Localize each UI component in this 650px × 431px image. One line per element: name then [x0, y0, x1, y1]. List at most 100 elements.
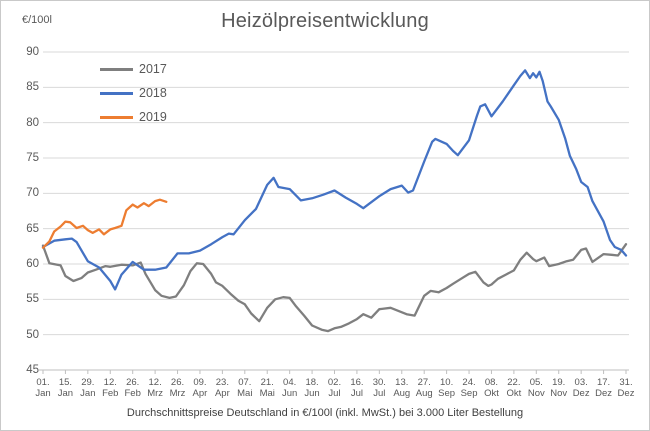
x-axis-label-26.Mrz: 26. Mrz [163, 377, 193, 399]
x-axis-label-03.Dez: 03. Dez [566, 377, 596, 399]
x-tick-day: 13. [395, 377, 409, 388]
x-tick-day: 12. [148, 377, 162, 388]
x-axis-label-30.Jul: 30. Jul [364, 377, 394, 399]
x-tick-day: 17. [596, 377, 611, 388]
y-axis-label-80: 80 [26, 116, 39, 129]
x-tick-month: Dez [617, 388, 635, 399]
y-axis-label-50: 50 [26, 328, 39, 341]
series-line-2019 [41, 198, 168, 249]
x-tick-month: Aug [393, 388, 411, 399]
x-tick-day: 29. [81, 377, 95, 388]
x-tick-day: 15. [58, 377, 73, 388]
x-tick-day: 31. [619, 377, 633, 388]
x-tick-month: Dez [595, 388, 613, 399]
y-axis-label-70: 70 [26, 187, 39, 200]
x-tick-day: 10. [440, 377, 454, 388]
x-axis-label-02.Jul: 02. Jul [320, 377, 350, 399]
x-axis-label-18.Jun: 18. Jun [297, 377, 327, 399]
legend-swatch-2018 [100, 91, 133, 95]
x-axis-label-23.Apr: 23. Apr [207, 377, 237, 399]
x-tick-month: Jun [304, 388, 320, 399]
chart-subtitle: Durchschnittspreise Deutschland in €/100… [126, 407, 524, 419]
y-axis-label-45: 45 [26, 364, 39, 376]
legend-swatch-2019 [100, 115, 133, 119]
x-tick-day: 01. [36, 377, 50, 388]
x-tick-month: Jul [350, 388, 363, 399]
x-axis-label-12.Feb: 12. Feb [95, 377, 125, 399]
x-axis-label-17.Dez: 17. Dez [589, 377, 619, 399]
x-axis-label-12.Mrz: 12. Mrz [140, 377, 170, 399]
legend-item-2018: 2018 [100, 86, 167, 100]
x-axis-label-04.Jun: 04. Jun [275, 377, 305, 399]
x-tick-month: Feb [102, 388, 119, 399]
y-axis-label-85: 85 [26, 81, 39, 94]
x-axis-label-10.Sep: 10. Sep [432, 377, 462, 399]
x-axis-label-19.Nov: 19. Nov [544, 377, 574, 399]
x-axis-label-05.Nov: 05. Nov [521, 377, 551, 399]
legend-item-2017: 2017 [100, 62, 167, 76]
x-tick-day: 02. [327, 377, 342, 388]
x-axis-label-21.Mai: 21. Mai [252, 377, 282, 399]
x-axis-label-31.Dez: 31. Dez [611, 377, 641, 399]
x-tick-month: Sep [438, 388, 456, 399]
series-line-2018 [41, 69, 628, 291]
x-tick-month: Jul [373, 388, 386, 399]
x-tick-month: Jul [328, 388, 341, 399]
x-axis-label-01.Jan: 01. Jan [28, 377, 58, 399]
series-line-2017 [41, 243, 628, 333]
x-tick-day: 19. [552, 377, 566, 388]
y-axis-label-60: 60 [26, 258, 39, 270]
x-tick-month: Nov [527, 388, 545, 399]
x-tick-day: 23. [215, 377, 229, 388]
x-tick-day: 08. [484, 377, 499, 388]
x-tick-day: 18. [305, 377, 319, 388]
x-tick-month: Apr [192, 388, 208, 399]
x-tick-month: Jan [35, 388, 51, 399]
x-tick-day: 03. [574, 377, 588, 388]
x-tick-month: Mai [237, 388, 253, 399]
x-tick-month: Jan [80, 388, 96, 399]
x-tick-day: 12. [103, 377, 117, 388]
x-tick-month: Sep [460, 388, 478, 399]
x-tick-day: 21. [260, 377, 274, 388]
x-tick-day: 24. [462, 377, 476, 388]
x-axis-label-08.Okt: 08. Okt [476, 377, 506, 399]
x-tick-day: 22. [507, 377, 521, 388]
legend: 2017 2018 2019 [100, 62, 167, 134]
x-axis-label-07.Mai: 07. Mai [230, 377, 260, 399]
x-tick-day: 09. [193, 377, 207, 388]
y-axis-unit-label: €/100l [22, 14, 52, 26]
legend-label-2017: 2017 [139, 62, 167, 76]
x-tick-month: Jan [57, 388, 74, 399]
legend-item-2019: 2019 [100, 110, 167, 124]
x-axis-label-15.Jan: 15. Jan [50, 377, 80, 399]
x-axis-label-29.Jan: 29. Jan [73, 377, 103, 399]
x-tick-month: Nov [550, 388, 568, 399]
x-tick-day: 07. [238, 377, 252, 388]
x-tick-day: 16. [350, 377, 364, 388]
x-tick-month: Dez [572, 388, 590, 399]
x-tick-month: Mrz [169, 388, 186, 399]
x-tick-day: 30. [372, 377, 386, 388]
x-tick-month: Jun [281, 388, 298, 399]
legend-label-2019: 2019 [139, 110, 167, 124]
x-tick-day: 26. [170, 377, 185, 388]
x-tick-month: Mai [259, 388, 275, 399]
y-axis-label-90: 90 [26, 46, 39, 58]
y-axis-label-65: 65 [26, 222, 39, 235]
x-axis-label-13.Aug: 13. Aug [387, 377, 417, 399]
legend-swatch-2017 [100, 67, 133, 71]
x-tick-month: Feb [124, 388, 141, 399]
x-tick-month: Mrz [147, 388, 164, 399]
y-axis-label-75: 75 [26, 152, 39, 164]
legend-label-2018: 2018 [139, 86, 167, 100]
x-tick-day: 27. [417, 377, 431, 388]
x-axis-label-27.Aug: 27. Aug [409, 377, 439, 399]
x-axis-label-24.Sep: 24. Sep [454, 377, 484, 399]
x-axis-label-09.Apr: 09. Apr [185, 377, 215, 399]
x-tick-day: 26. [126, 377, 140, 388]
x-axis-label-22.Okt: 22. Okt [499, 377, 529, 399]
x-tick-month: Apr [214, 388, 230, 399]
x-tick-day: 05. [529, 377, 543, 388]
